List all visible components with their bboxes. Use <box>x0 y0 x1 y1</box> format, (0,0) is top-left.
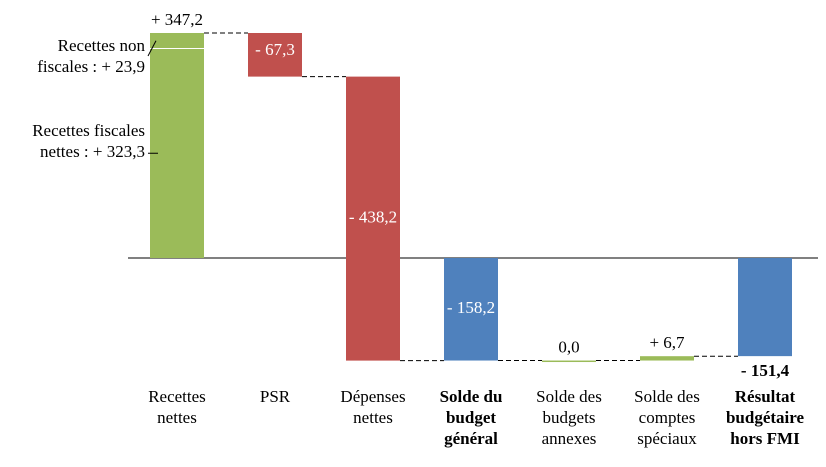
component-label: Recettes fiscales nettes : + 323,3 <box>32 121 145 161</box>
bar <box>150 32 204 259</box>
x-tick-label: Solde du budget général <box>439 387 503 448</box>
bar <box>640 356 694 361</box>
value-label: - 158,2 <box>447 298 495 317</box>
value-label: - 67,3 <box>255 40 295 59</box>
value-label: - 151,4 <box>741 361 790 380</box>
x-tick-label: Dépenses nettes <box>340 387 406 427</box>
bar <box>444 258 498 361</box>
bar <box>738 258 792 357</box>
x-tick-label: Recettes nettes <box>148 387 206 427</box>
component-leader <box>147 40 157 57</box>
bar <box>542 360 596 363</box>
component-label: Recettes non fiscales : + 23,9 <box>37 36 145 76</box>
x-tick-label: Solde des comptes spéciaux <box>634 387 700 448</box>
value-label: + 347,2 <box>151 10 203 29</box>
x-tick-label: Solde des budgets annexes <box>536 387 602 448</box>
x-tick-label: PSR <box>259 387 291 406</box>
x-tick-label: Résultat budgétaire hors FMI <box>725 387 805 448</box>
value-label: 0,0 <box>558 337 579 356</box>
value-label: + 6,7 <box>649 333 685 352</box>
value-label: - 438,2 <box>349 208 397 227</box>
bar <box>248 32 302 77</box>
bar <box>346 76 400 361</box>
